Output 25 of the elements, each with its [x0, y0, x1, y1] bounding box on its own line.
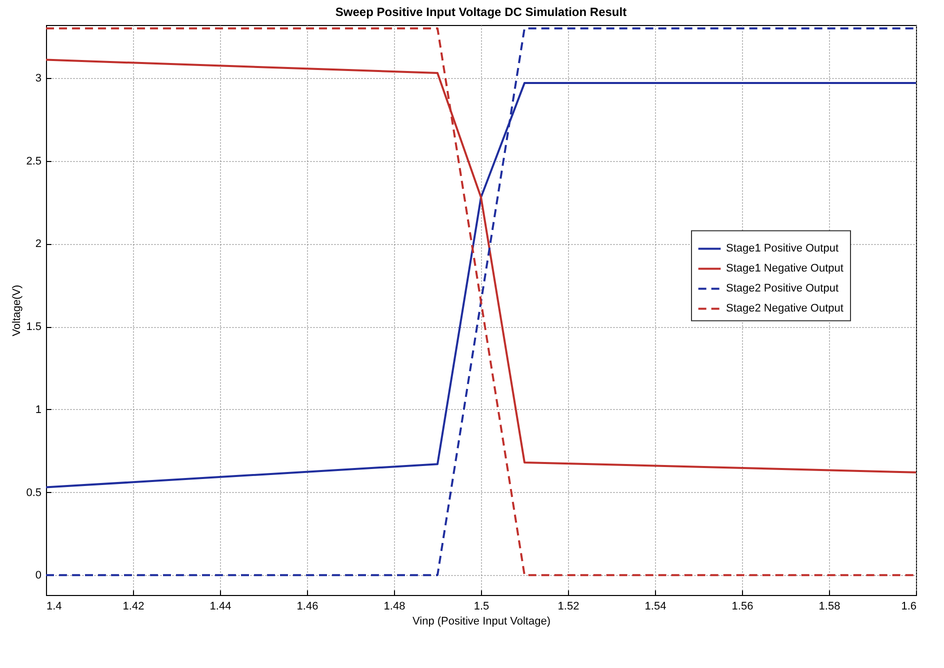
legend-label: Stage1 Negative Output [726, 262, 844, 275]
x-tick-label: 1.6 [901, 600, 916, 612]
x-tick-label: 1.54 [644, 600, 666, 612]
x-tick-label: 1.58 [818, 600, 840, 612]
x-tick-label: 1.4 [46, 600, 62, 612]
y-axis-title: Voltage(V) [11, 284, 24, 336]
y-tick-label: 1 [35, 404, 42, 416]
x-tick-label: 1.48 [384, 600, 406, 612]
y-tick-label: 2.5 [26, 155, 42, 168]
x-axis-title: Vinp (Positive Input Voltage) [412, 616, 550, 628]
legend-label: Stage2 Negative Output [726, 302, 844, 315]
y-tick-label: 2 [35, 238, 42, 250]
x-tick-label: 1.42 [122, 600, 144, 612]
x-tick-label: 1.46 [296, 600, 318, 612]
x-tick-label: 1.44 [210, 600, 232, 612]
x-tick-label: 1.5 [474, 600, 490, 612]
y-tick-label: 1.5 [26, 321, 42, 334]
legend-label: Stage2 Positive Output [726, 282, 839, 295]
chart-title: Sweep Positive Input Voltage DC Simulation Result [335, 5, 627, 19]
x-tick-label: 1.52 [558, 600, 580, 612]
x-tick-label: 1.56 [732, 600, 754, 612]
y-tick-label: 0.5 [26, 486, 42, 499]
legend-label: Stage1 Positive Output [726, 242, 839, 255]
y-tick-label: 3 [35, 72, 42, 85]
y-tick-label: 0 [35, 570, 42, 582]
